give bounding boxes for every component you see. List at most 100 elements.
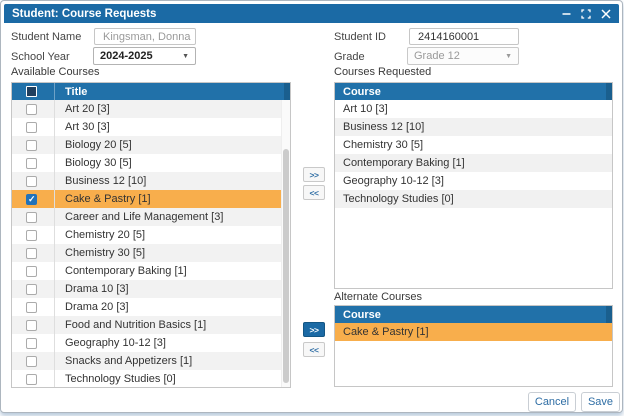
table-row[interactable]: Chemistry 30 [5] [12,244,290,262]
checkbox-cell [12,301,54,313]
table-row[interactable]: Art 30 [3] [12,118,290,136]
course-title: Snacks and Appetizers [1] [54,352,290,370]
row-checkbox[interactable] [26,337,37,349]
table-row[interactable]: Art 20 [3] [12,100,290,118]
select-all-checkbox[interactable] [26,86,37,97]
table-row[interactable]: Geography 10-12 [3] [335,172,612,190]
table-row[interactable]: Career and Life Management [3] [12,208,290,226]
course-title: Biology 20 [5] [54,136,290,154]
student-id-input[interactable] [409,28,519,45]
courses-requested-header: Course [335,83,612,100]
checkbox-cell [12,229,54,241]
courses-requested-rows: Art 10 [3] Business 12 [10] Chemistry 30 [… [335,100,612,208]
checkbox-cell [12,121,54,133]
course-title: Geography 10-12 [3] [343,175,444,187]
select-all-cell [12,86,54,97]
table-row[interactable]: Chemistry 20 [5] [12,226,290,244]
checkbox-cell [12,103,54,115]
row-checkbox[interactable] [26,265,37,277]
table-row[interactable]: Food and Nutrition Basics [1] [12,316,290,334]
checkbox-cell [12,265,54,277]
row-checkbox[interactable] [26,157,37,169]
student-id-label: Student ID [334,31,386,43]
course-title: Chemistry 30 [5] [54,244,290,262]
course-title: Biology 30 [5] [54,154,290,172]
close-icon[interactable] [601,8,611,19]
row-checkbox[interactable] [26,355,37,367]
maximize-icon[interactable] [581,8,591,19]
course-title: Chemistry 20 [5] [54,226,290,244]
row-checkbox[interactable] [26,139,37,151]
remove-from-alternate-button[interactable]: << [303,342,325,357]
checkbox-cell [12,337,54,349]
course-title: Drama 10 [3] [54,280,290,298]
row-checkbox[interactable] [26,103,37,115]
table-row[interactable]: Business 12 [10] [335,118,612,136]
course-title: Contemporary Baking [1] [343,157,465,169]
table-row[interactable]: Business 12 [10] [12,172,290,190]
move-to-requested-button[interactable]: >> [303,167,325,182]
move-to-alternate-button[interactable]: >> [303,322,325,337]
checkbox-cell [12,247,54,259]
table-row[interactable]: Cake & Pastry [1] [12,190,290,208]
checkbox-cell [12,157,54,169]
table-row[interactable]: Biology 20 [5] [12,136,290,154]
row-checkbox[interactable] [26,301,37,313]
student-name-label: Student Name [11,31,82,43]
row-checkbox[interactable] [26,193,37,205]
table-row[interactable]: Biology 30 [5] [12,154,290,172]
row-checkbox[interactable] [26,283,37,295]
title-column-header: Title [54,83,87,100]
alternate-courses-table: Course Cake & Pastry [1] [334,305,613,387]
checkbox-cell [12,373,54,385]
checkbox-cell [12,139,54,151]
course-title: Art 20 [3] [54,100,290,118]
alternate-courses-label: Alternate Courses [334,291,423,303]
course-title: Food and Nutrition Basics [1] [54,316,290,334]
course-title: Cake & Pastry [1] [343,326,429,338]
course-title: Technology Studies [0] [54,370,290,387]
table-row[interactable]: Cake & Pastry [1] [335,323,612,341]
chevron-down-icon: ▼ [182,52,189,60]
table-row[interactable]: Geography 10-12 [3] [12,334,290,352]
save-button[interactable]: Save [581,392,620,412]
row-checkbox[interactable] [26,211,37,223]
remove-from-requested-button[interactable]: << [303,185,325,200]
table-row[interactable]: Snacks and Appetizers [1] [12,352,290,370]
cancel-button[interactable]: Cancel [528,392,576,412]
table-row[interactable]: Contemporary Baking [1] [335,154,612,172]
table-row[interactable]: Technology Studies [0] [12,370,290,387]
table-row[interactable]: Contemporary Baking [1] [12,262,290,280]
checkbox-cell [12,175,54,187]
table-row[interactable]: Chemistry 30 [5] [335,136,612,154]
row-checkbox[interactable] [26,247,37,259]
course-column-header: Course [343,308,381,321]
alternate-courses-header: Course [335,306,612,323]
student-name-input[interactable] [94,28,196,45]
course-title: Art 10 [3] [343,103,388,115]
course-title: Contemporary Baking [1] [54,262,290,280]
course-title: Cake & Pastry [1] [54,190,290,208]
school-year-value: 2024-2025 [100,50,153,62]
table-row[interactable]: Drama 20 [3] [12,298,290,316]
checkbox-cell [12,355,54,367]
checkbox-cell [12,211,54,223]
table-row[interactable]: Drama 10 [3] [12,280,290,298]
courses-requested-table: Course Art 10 [3] Business 12 [10] Chemist… [334,82,613,289]
row-checkbox[interactable] [26,121,37,133]
school-year-select[interactable]: 2024-2025 ▼ [93,47,196,65]
course-column-header: Course [343,85,381,98]
scrollbar-track[interactable] [281,100,290,387]
title-bar: Student: Course Requests [4,4,619,23]
table-row[interactable]: Art 10 [3] [335,100,612,118]
checkbox-cell [12,319,54,331]
table-row[interactable]: Technology Studies [0] [335,190,612,208]
course-title: Technology Studies [0] [343,193,454,205]
scrollbar-thumb[interactable] [283,149,289,383]
row-checkbox[interactable] [26,175,37,187]
row-checkbox[interactable] [26,373,37,385]
row-checkbox[interactable] [26,229,37,241]
minimize-icon[interactable] [562,9,571,18]
grade-value: Grade 12 [414,50,460,62]
row-checkbox[interactable] [26,319,37,331]
